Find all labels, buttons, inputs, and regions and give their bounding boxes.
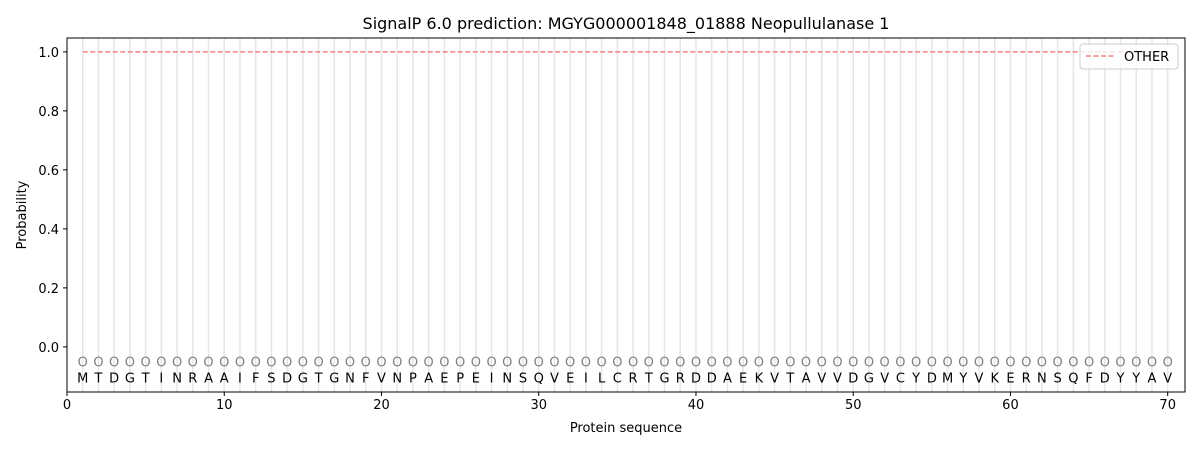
residue-marker: O xyxy=(675,356,685,371)
residue-marker: O xyxy=(1147,356,1157,371)
residue-marker: O xyxy=(439,356,449,371)
residue-marker: O xyxy=(1100,356,1110,371)
residue-marker: O xyxy=(769,356,779,371)
residue-marker: O xyxy=(659,356,669,371)
residue-marker: O xyxy=(93,356,103,371)
x-tick-label: 10 xyxy=(216,398,233,413)
residue-marker: O xyxy=(518,356,528,371)
residue-marker: O xyxy=(188,356,198,371)
residue-marker: O xyxy=(376,356,386,371)
x-tick-label: 50 xyxy=(845,398,862,413)
x-tick-label: 60 xyxy=(1002,398,1019,413)
residue-marker: O xyxy=(754,356,764,371)
plot-frame xyxy=(66,37,1186,393)
residue-marker: O xyxy=(156,356,166,371)
residue-marker: O xyxy=(125,356,135,371)
residue-marker: O xyxy=(298,356,308,371)
residue-marker: O xyxy=(722,356,732,371)
residue-marker: O xyxy=(864,356,874,371)
legend: OTHER xyxy=(1079,43,1179,70)
residue-marker: O xyxy=(172,356,182,371)
residue-marker: O xyxy=(880,356,890,371)
residue-marker: O xyxy=(266,356,276,371)
residue-marker: O xyxy=(707,356,717,371)
residue-marker: O xyxy=(549,356,559,371)
residue-marker: O xyxy=(1163,356,1173,371)
residue-marker: O xyxy=(832,356,842,371)
residue-marker: O xyxy=(1131,356,1141,371)
residue-marker: O xyxy=(628,356,638,371)
x-axis-label: Protein sequence xyxy=(570,421,682,436)
residue-marker: O xyxy=(141,356,151,371)
x-tick-label: 20 xyxy=(373,398,390,413)
y-tick-label: 0.0 xyxy=(38,341,59,356)
residue-marker: O xyxy=(1053,356,1063,371)
residue-marker: O xyxy=(801,356,811,371)
residue-marker: O xyxy=(848,356,858,371)
residue-marker: O xyxy=(911,356,921,371)
residue-marker: O xyxy=(895,356,905,371)
residue-marker: O xyxy=(392,356,402,371)
residue-marker: O xyxy=(597,356,607,371)
residue-marker: O xyxy=(565,356,575,371)
residue-marker: O xyxy=(1068,356,1078,371)
residue-marker: O xyxy=(203,356,213,371)
residue-marker: O xyxy=(1115,356,1125,371)
x-tick-label: 0 xyxy=(63,398,71,413)
chart-title: SignalP 6.0 prediction: MGYG000001848_01… xyxy=(363,14,890,34)
residue-marker: O xyxy=(251,356,261,371)
residue-marker: O xyxy=(1037,356,1047,371)
residue-marker: O xyxy=(408,356,418,371)
y-tick-label: 0.6 xyxy=(38,164,59,179)
y-tick-label: 0.4 xyxy=(38,223,59,238)
residue-marker: O xyxy=(1005,356,1015,371)
residue-sequence: MTDGTINRAAIFSDGTGNFVNPAEPEINSQVEILCRTGRD… xyxy=(77,371,1172,386)
residue-marker: O xyxy=(282,356,292,371)
residue-marker: O xyxy=(78,356,88,371)
y-tick-label: 0.8 xyxy=(38,105,59,120)
residue-marker: O xyxy=(974,356,984,371)
residue-marker: O xyxy=(471,356,481,371)
residue-marker: O xyxy=(1084,356,1094,371)
legend-box xyxy=(1079,43,1179,70)
residue-marker: O xyxy=(345,356,355,371)
residue-marker: O xyxy=(644,356,654,371)
residue-marker: O xyxy=(738,356,748,371)
y-tick-label: 1.0 xyxy=(38,46,59,61)
x-tick-label: 70 xyxy=(1159,398,1176,413)
x-tick-label: 40 xyxy=(688,398,705,413)
x-tick-label: 30 xyxy=(530,398,547,413)
residue-marker: O xyxy=(502,356,512,371)
residue-marker: O xyxy=(958,356,968,371)
residue-marker: O xyxy=(219,356,229,371)
legend-label-other: OTHER xyxy=(1124,50,1169,65)
residue-marker: O xyxy=(942,356,952,371)
residue-marker: O xyxy=(817,356,827,371)
residue-marker: O xyxy=(109,356,119,371)
residue-marker: O xyxy=(313,356,323,371)
residue-marker: O xyxy=(455,356,465,371)
residue-marker: O xyxy=(612,356,622,371)
residue-marker: O xyxy=(329,356,339,371)
residue-marker: O xyxy=(927,356,937,371)
residue-marker: O xyxy=(235,356,245,371)
residue-marker: O xyxy=(785,356,795,371)
residue-marker: O xyxy=(581,356,591,371)
residue-marker: O xyxy=(691,356,701,371)
residue-marker: O xyxy=(424,356,434,371)
residue-marker: O xyxy=(361,356,371,371)
y-axis-label: Probability xyxy=(15,180,30,249)
residue-marker: O xyxy=(534,356,544,371)
residue-marker: O xyxy=(1021,356,1031,371)
y-tick-label: 0.2 xyxy=(38,282,59,297)
residue-marker: O xyxy=(486,356,496,371)
residue-marker: O xyxy=(990,356,1000,371)
